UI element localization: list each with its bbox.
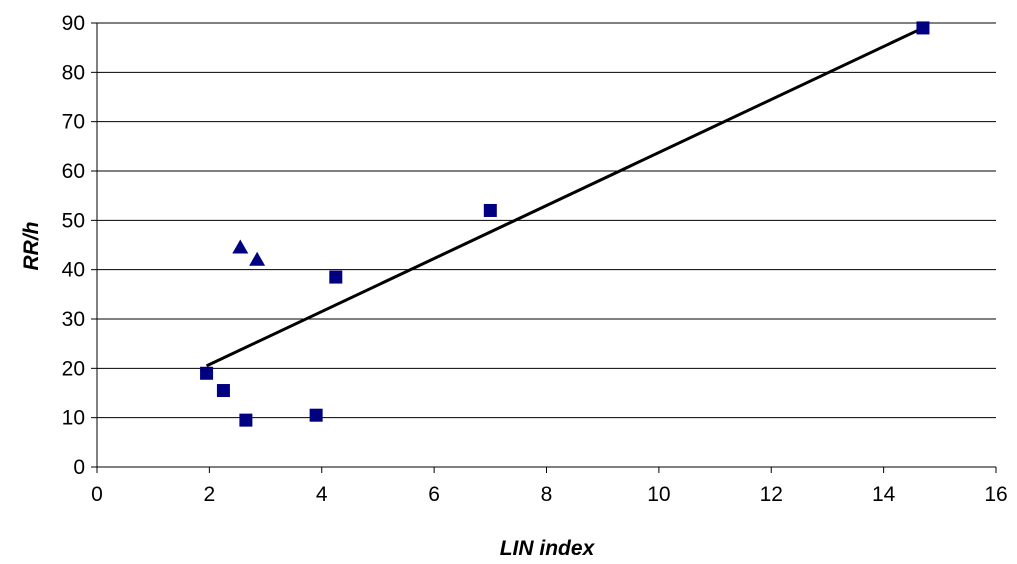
point-triangle-0 xyxy=(232,239,249,254)
point-square-5 xyxy=(483,203,497,217)
x-tick-label-2: 4 xyxy=(316,483,328,506)
y-tick-label-3: 30 xyxy=(62,308,85,331)
point-square-4 xyxy=(329,270,343,284)
data-points xyxy=(200,21,930,427)
y-tick-label-8: 80 xyxy=(62,61,85,84)
point-square-6 xyxy=(916,21,930,35)
x-tick-label-3: 6 xyxy=(428,483,440,506)
point-square-1 xyxy=(216,384,230,398)
y-axis-title: RR/h xyxy=(20,222,43,271)
point-square-0 xyxy=(200,366,214,380)
gridlines xyxy=(97,22,996,419)
x-tick-label-0: 0 xyxy=(91,483,103,506)
x-axis-title: LIN index xyxy=(500,537,596,560)
x-tick-label-4: 8 xyxy=(541,483,553,506)
y-tick-label-7: 70 xyxy=(62,111,85,134)
y-tick-label-2: 20 xyxy=(62,357,85,380)
point-triangle-1 xyxy=(249,251,266,266)
tick-labels: 0 10 20 30 40 50 60 70 80 90 0 2 4 6 8 10 12 14 16 xyxy=(62,12,1008,506)
trendline xyxy=(205,26,924,368)
x-tick-label-8: 16 xyxy=(984,483,1007,506)
point-square-3 xyxy=(309,408,323,422)
x-tick-label-5: 10 xyxy=(647,483,670,506)
y-tick-label-9: 90 xyxy=(62,12,85,35)
x-tick-label-6: 12 xyxy=(760,483,783,506)
trendline-group xyxy=(205,26,924,368)
y-tick-label-5: 50 xyxy=(62,209,85,232)
y-tick-label-1: 10 xyxy=(62,407,85,430)
x-tick-label-1: 2 xyxy=(204,483,216,506)
point-square-2 xyxy=(239,413,253,427)
x-tick-label-7: 14 xyxy=(872,483,896,506)
axes xyxy=(91,22,997,473)
y-tick-label-6: 60 xyxy=(62,160,85,183)
y-tick-label-0: 0 xyxy=(73,456,85,479)
y-tick-label-4: 40 xyxy=(62,259,85,282)
